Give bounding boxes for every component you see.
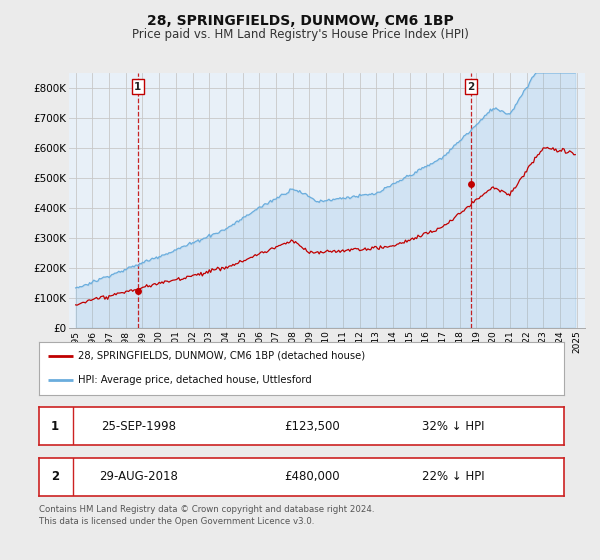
Text: 1: 1 [50,419,59,433]
Text: 28, SPRINGFIELDS, DUNMOW, CM6 1BP (detached house): 28, SPRINGFIELDS, DUNMOW, CM6 1BP (detac… [79,351,365,361]
Text: 32% ↓ HPI: 32% ↓ HPI [422,419,485,433]
Text: 2: 2 [50,470,59,483]
Text: 28, SPRINGFIELDS, DUNMOW, CM6 1BP: 28, SPRINGFIELDS, DUNMOW, CM6 1BP [146,14,454,28]
Text: 29-AUG-2018: 29-AUG-2018 [100,470,178,483]
Text: Price paid vs. HM Land Registry's House Price Index (HPI): Price paid vs. HM Land Registry's House … [131,28,469,41]
Text: £123,500: £123,500 [284,419,340,433]
Text: Contains HM Land Registry data © Crown copyright and database right 2024.
This d: Contains HM Land Registry data © Crown c… [39,505,374,526]
Text: 25-SEP-1998: 25-SEP-1998 [101,419,176,433]
Text: 22% ↓ HPI: 22% ↓ HPI [422,470,485,483]
Text: 1: 1 [134,82,142,92]
Text: 2: 2 [467,82,475,92]
Text: HPI: Average price, detached house, Uttlesford: HPI: Average price, detached house, Uttl… [79,375,312,385]
Text: £480,000: £480,000 [284,470,340,483]
